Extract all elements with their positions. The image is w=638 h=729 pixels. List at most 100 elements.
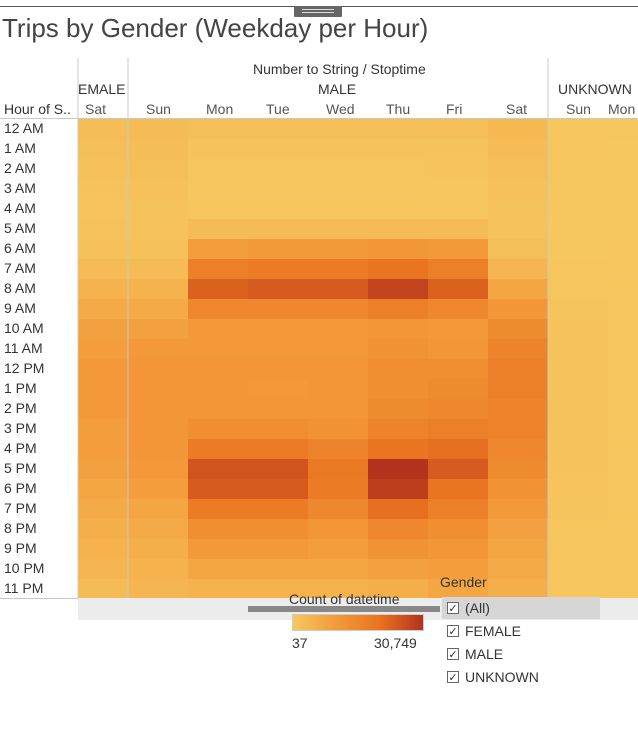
heatmap-cell <box>608 519 638 539</box>
heatmap-cell <box>248 199 308 219</box>
heatmap-cell <box>428 279 488 299</box>
heatmap-cell <box>548 119 608 139</box>
filter-item-female[interactable]: ✓ FEMALE <box>442 620 521 642</box>
heatmap-cell <box>188 299 248 319</box>
heatmap-cell <box>548 479 608 499</box>
filter-item-male[interactable]: ✓ MALE <box>442 643 503 665</box>
heatmap-cell <box>548 559 608 579</box>
heatmap-cell <box>488 339 548 359</box>
heatmap-cell <box>128 559 188 579</box>
checkbox-icon[interactable]: ✓ <box>447 648 459 661</box>
heatmap-cell <box>488 379 548 399</box>
heatmap-cell <box>428 439 488 459</box>
heatmap-cell <box>608 239 638 259</box>
hour-label: 5 PM <box>4 460 37 476</box>
legend-max: 30,749 <box>374 635 417 651</box>
heatmap-cell <box>428 419 488 439</box>
heatmap-cell <box>368 519 428 539</box>
heatmap-cell <box>78 179 128 199</box>
checkbox-icon[interactable]: ✓ <box>447 671 459 684</box>
filter-title: Gender <box>440 574 487 590</box>
hour-label: 6 PM <box>4 480 37 496</box>
heatmap-cell <box>608 559 638 579</box>
heatmap-cell <box>308 239 368 259</box>
heatmap-cell <box>248 419 308 439</box>
filter-item-all[interactable]: ✓ (All) <box>442 597 600 619</box>
heatmap-cell <box>548 259 608 279</box>
heatmap-cell <box>488 139 548 159</box>
heatmap-cell <box>488 199 548 219</box>
heatmap-cell <box>188 459 248 479</box>
heatmap-cell <box>428 479 488 499</box>
drag-handle[interactable] <box>294 6 342 17</box>
checkbox-icon[interactable]: ✓ <box>447 625 459 638</box>
filter-item-unknown[interactable]: ✓ UNKNOWN <box>442 666 539 688</box>
heatmap-cell <box>548 439 608 459</box>
heatmap-cell <box>488 119 548 139</box>
hour-label: 12 PM <box>4 360 45 376</box>
row-header: Hour of S.. <box>4 101 71 117</box>
hour-label: 1 AM <box>4 140 36 156</box>
heatmap-cell <box>368 239 428 259</box>
heatmap-cell <box>188 219 248 239</box>
hour-label: 10 PM <box>4 560 45 576</box>
heatmap-cell <box>428 579 488 599</box>
heatmap-cell <box>548 199 608 219</box>
heatmap-cell <box>188 559 248 579</box>
heatmap-cell <box>308 499 368 519</box>
heatmap-cell <box>188 179 248 199</box>
heatmap-cell <box>608 419 638 439</box>
heatmap-cell <box>128 319 188 339</box>
heatmap-cell <box>78 559 128 579</box>
hour-label: 3 PM <box>4 420 37 436</box>
hour-label: 7 PM <box>4 500 37 516</box>
heatmap-cell <box>608 279 638 299</box>
heatmap-cell <box>188 479 248 499</box>
hour-label: 6 AM <box>4 240 36 256</box>
legend-title: Count of datetime <box>289 591 400 607</box>
heatmap-cell <box>548 299 608 319</box>
heatmap-cell <box>368 579 428 599</box>
heatmap-cell <box>488 319 548 339</box>
heatmap-cell <box>488 219 548 239</box>
heatmap-cell <box>308 119 368 139</box>
heatmap-cell <box>488 299 548 319</box>
heatmap-cell <box>308 199 368 219</box>
heatmap-cell <box>368 199 428 219</box>
heatmap-cell <box>548 279 608 299</box>
heatmap-cell <box>428 239 488 259</box>
heatmap-cell <box>78 579 128 599</box>
heatmap-cell <box>188 379 248 399</box>
heatmap-cell <box>128 159 188 179</box>
heatmap-cell <box>428 459 488 479</box>
heatmap-cell <box>78 279 128 299</box>
heatmap-cell <box>128 479 188 499</box>
heatmap-cell <box>428 539 488 559</box>
filter-label: UNKNOWN <box>465 669 539 685</box>
heatmap-cell <box>188 579 248 599</box>
heatmap-cell <box>368 359 428 379</box>
heatmap-cell <box>368 339 428 359</box>
heatmap-cell <box>548 159 608 179</box>
heatmap-cell <box>368 119 428 139</box>
heatmap-cell <box>608 439 638 459</box>
heatmap-cell <box>308 319 368 339</box>
heatmap-cell <box>488 279 548 299</box>
heatmap-cell <box>368 499 428 519</box>
checkbox-icon[interactable]: ✓ <box>447 602 459 615</box>
hour-label: 12 AM <box>4 120 44 136</box>
heatmap-cell <box>188 419 248 439</box>
heatmap-cell <box>428 159 488 179</box>
heatmap-cell <box>128 379 188 399</box>
heatmap-cell <box>308 439 368 459</box>
day-label: Wed <box>326 101 355 117</box>
heatmap-cell <box>608 259 638 279</box>
heatmap-cell <box>308 539 368 559</box>
heatmap-cell <box>488 239 548 259</box>
heatmap-cell <box>248 299 308 319</box>
heatmap-cell <box>428 379 488 399</box>
heatmap-cell <box>548 499 608 519</box>
heatmap-cell <box>548 459 608 479</box>
heatmap-cell <box>248 579 308 599</box>
legend-drag-bar[interactable] <box>248 606 440 612</box>
